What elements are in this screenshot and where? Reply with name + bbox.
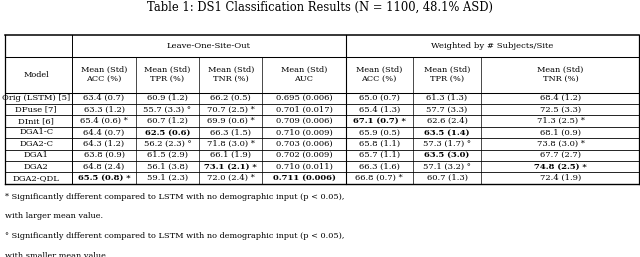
Text: 68.1 (0.9): 68.1 (0.9) bbox=[540, 128, 581, 136]
Text: Mean (Std)
TPR (%): Mean (Std) TPR (%) bbox=[144, 66, 191, 83]
Text: 63.3 (1.2): 63.3 (1.2) bbox=[83, 106, 125, 114]
Text: 56.2 (2.3) °: 56.2 (2.3) ° bbox=[143, 140, 191, 148]
Text: 0.710 (0.011): 0.710 (0.011) bbox=[276, 163, 332, 171]
Text: 65.4 (0.6) *: 65.4 (0.6) * bbox=[80, 117, 128, 125]
Text: 66.8 (0.7) *: 66.8 (0.7) * bbox=[355, 174, 403, 182]
Text: 63.5 (1.4): 63.5 (1.4) bbox=[424, 128, 470, 136]
Text: 57.3 (1.7) °: 57.3 (1.7) ° bbox=[423, 140, 471, 148]
Text: Orig (LSTM) [5]: Orig (LSTM) [5] bbox=[2, 94, 70, 102]
Text: 64.4 (0.7): 64.4 (0.7) bbox=[83, 128, 125, 136]
Text: 65.7 (1.1): 65.7 (1.1) bbox=[358, 151, 400, 159]
Text: 55.7 (3.3) °: 55.7 (3.3) ° bbox=[143, 106, 191, 114]
Text: 59.1 (2.3): 59.1 (2.3) bbox=[147, 174, 188, 182]
Text: 66.3 (1.5): 66.3 (1.5) bbox=[210, 128, 252, 136]
Text: 73.1 (2.1) *: 73.1 (2.1) * bbox=[204, 163, 257, 171]
Text: 63.8 (0.9): 63.8 (0.9) bbox=[83, 151, 125, 159]
Text: 56.1 (3.8): 56.1 (3.8) bbox=[147, 163, 188, 171]
Text: 65.5 (0.8) *: 65.5 (0.8) * bbox=[77, 174, 131, 182]
Text: Mean (Std)
TNR (%): Mean (Std) TNR (%) bbox=[538, 66, 584, 83]
Text: 71.8 (3.0) *: 71.8 (3.0) * bbox=[207, 140, 255, 148]
Text: 72.4 (1.9): 72.4 (1.9) bbox=[540, 174, 581, 182]
Text: 68.4 (1.2): 68.4 (1.2) bbox=[540, 94, 581, 102]
Text: 57.1 (3.2) °: 57.1 (3.2) ° bbox=[423, 163, 471, 171]
Text: 65.8 (1.1): 65.8 (1.1) bbox=[358, 140, 400, 148]
Text: 65.9 (0.5): 65.9 (0.5) bbox=[358, 128, 400, 136]
Text: 74.8 (2.5) *: 74.8 (2.5) * bbox=[534, 163, 587, 171]
Text: DFuse [7]: DFuse [7] bbox=[15, 106, 57, 114]
Text: 0.695 (0.006): 0.695 (0.006) bbox=[276, 94, 332, 102]
Text: DGA2: DGA2 bbox=[24, 163, 49, 171]
Text: 71.3 (2.5) *: 71.3 (2.5) * bbox=[536, 117, 585, 125]
Text: 60.9 (1.2): 60.9 (1.2) bbox=[147, 94, 188, 102]
Text: 65.0 (0.7): 65.0 (0.7) bbox=[359, 94, 399, 102]
Text: 60.7 (1.2): 60.7 (1.2) bbox=[147, 117, 188, 125]
Text: Weighted by # Subjects/Site: Weighted by # Subjects/Site bbox=[431, 42, 554, 50]
Text: 66.1 (1.9): 66.1 (1.9) bbox=[210, 151, 252, 159]
Text: 66.3 (1.6): 66.3 (1.6) bbox=[359, 163, 399, 171]
Text: 0.711 (0.006): 0.711 (0.006) bbox=[273, 174, 335, 182]
Text: 64.8 (2.4): 64.8 (2.4) bbox=[83, 163, 125, 171]
Text: 70.7 (2.5) *: 70.7 (2.5) * bbox=[207, 106, 255, 114]
Text: 72.5 (3.3): 72.5 (3.3) bbox=[540, 106, 581, 114]
Text: with larger mean value.: with larger mean value. bbox=[5, 212, 103, 220]
Text: DGA1: DGA1 bbox=[24, 151, 49, 159]
Text: 0.702 (0.009): 0.702 (0.009) bbox=[276, 151, 332, 159]
Text: Leave-One-Site-Out: Leave-One-Site-Out bbox=[167, 42, 251, 50]
Text: 73.8 (3.0) *: 73.8 (3.0) * bbox=[536, 140, 585, 148]
Text: 0.703 (0.006): 0.703 (0.006) bbox=[276, 140, 332, 148]
Text: 67.7 (2.7): 67.7 (2.7) bbox=[540, 151, 581, 159]
Text: 63.4 (0.7): 63.4 (0.7) bbox=[83, 94, 125, 102]
Text: 57.7 (3.3): 57.7 (3.3) bbox=[426, 106, 468, 114]
Text: Mean (Std)
TPR (%): Mean (Std) TPR (%) bbox=[424, 66, 470, 83]
Text: 61.3 (1.3): 61.3 (1.3) bbox=[426, 94, 468, 102]
Text: 65.4 (1.3): 65.4 (1.3) bbox=[358, 106, 400, 114]
Text: 60.7 (1.3): 60.7 (1.3) bbox=[426, 174, 468, 182]
Text: 0.709 (0.006): 0.709 (0.006) bbox=[276, 117, 332, 125]
Text: with smaller mean value.: with smaller mean value. bbox=[5, 252, 109, 257]
Text: Mean (Std)
TNR (%): Mean (Std) TNR (%) bbox=[207, 66, 254, 83]
Text: Mean (Std)
AUC: Mean (Std) AUC bbox=[281, 66, 327, 83]
Text: 62.5 (0.6): 62.5 (0.6) bbox=[145, 128, 190, 136]
Text: 66.2 (0.5): 66.2 (0.5) bbox=[211, 94, 251, 102]
Text: 61.5 (2.9): 61.5 (2.9) bbox=[147, 151, 188, 159]
Text: 67.1 (0.7) *: 67.1 (0.7) * bbox=[353, 117, 406, 125]
Text: Model: Model bbox=[23, 70, 49, 79]
Text: 63.5 (3.0): 63.5 (3.0) bbox=[424, 151, 470, 159]
Text: 0.710 (0.009): 0.710 (0.009) bbox=[276, 128, 332, 136]
Text: DInit [6]: DInit [6] bbox=[18, 117, 54, 125]
Text: DGA1-C: DGA1-C bbox=[19, 128, 53, 136]
Text: 72.0 (2.4) *: 72.0 (2.4) * bbox=[207, 174, 255, 182]
Text: 0.701 (0.017): 0.701 (0.017) bbox=[276, 106, 332, 114]
Text: Mean (Std)
ACC (%): Mean (Std) ACC (%) bbox=[81, 66, 127, 83]
Text: * Significantly different compared to LSTM with no demographic input (p < 0.05),: * Significantly different compared to LS… bbox=[5, 193, 344, 201]
Text: Mean (Std)
ACC (%): Mean (Std) ACC (%) bbox=[356, 66, 403, 83]
Text: 62.6 (2.4): 62.6 (2.4) bbox=[427, 117, 467, 125]
Text: 69.9 (0.6) *: 69.9 (0.6) * bbox=[207, 117, 255, 125]
Text: DGA2-C: DGA2-C bbox=[19, 140, 53, 148]
Text: ° Significantly different compared to LSTM with no demographic input (p < 0.05),: ° Significantly different compared to LS… bbox=[5, 232, 344, 240]
Text: 64.3 (1.2): 64.3 (1.2) bbox=[83, 140, 125, 148]
Text: Table 1: DS1 Classification Results (N = 1100, 48.1% ASD): Table 1: DS1 Classification Results (N =… bbox=[147, 1, 493, 14]
Text: DGA2-QDL: DGA2-QDL bbox=[13, 174, 60, 182]
